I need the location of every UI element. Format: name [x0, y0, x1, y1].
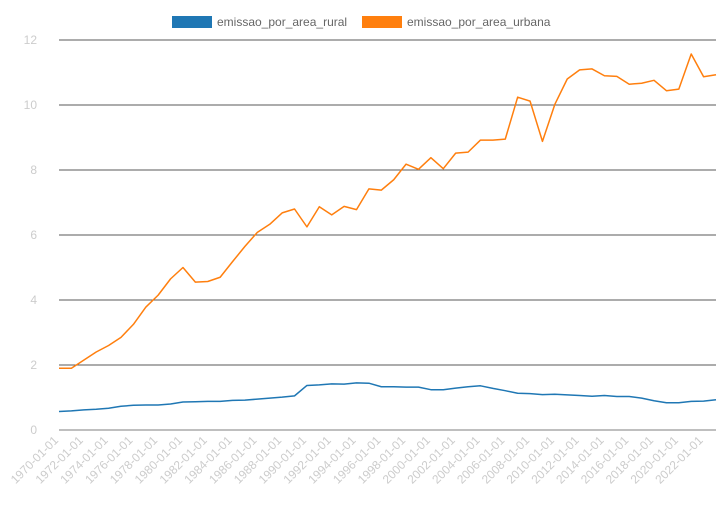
legend-label: emissao_por_area_urbana	[407, 15, 551, 29]
y-tick-label: 10	[24, 98, 38, 112]
chart-series-lines	[58, 53, 717, 413]
y-tick-label: 12	[24, 33, 38, 47]
series-line-1	[58, 382, 717, 413]
y-tick-label: 4	[30, 293, 37, 307]
y-tick-label: 0	[30, 423, 37, 437]
series-line-2	[59, 53, 717, 369]
x-axis-ticks: 1970-01-011972-01-011974-01-011976-01-01…	[8, 433, 706, 487]
legend-swatch	[172, 16, 212, 28]
chart-legend: emissao_por_area_rural emissao_por_area_u…	[172, 15, 551, 29]
y-tick-label: 6	[30, 228, 37, 242]
y-tick-label: 8	[30, 163, 37, 177]
y-axis-ticks: 0 2 4 6 8 10 12	[24, 33, 38, 437]
chart-gridlines	[59, 39, 716, 431]
legend-swatch	[362, 16, 402, 28]
legend-label: emissao_por_area_rural	[217, 15, 347, 29]
y-tick-label: 2	[30, 358, 37, 372]
